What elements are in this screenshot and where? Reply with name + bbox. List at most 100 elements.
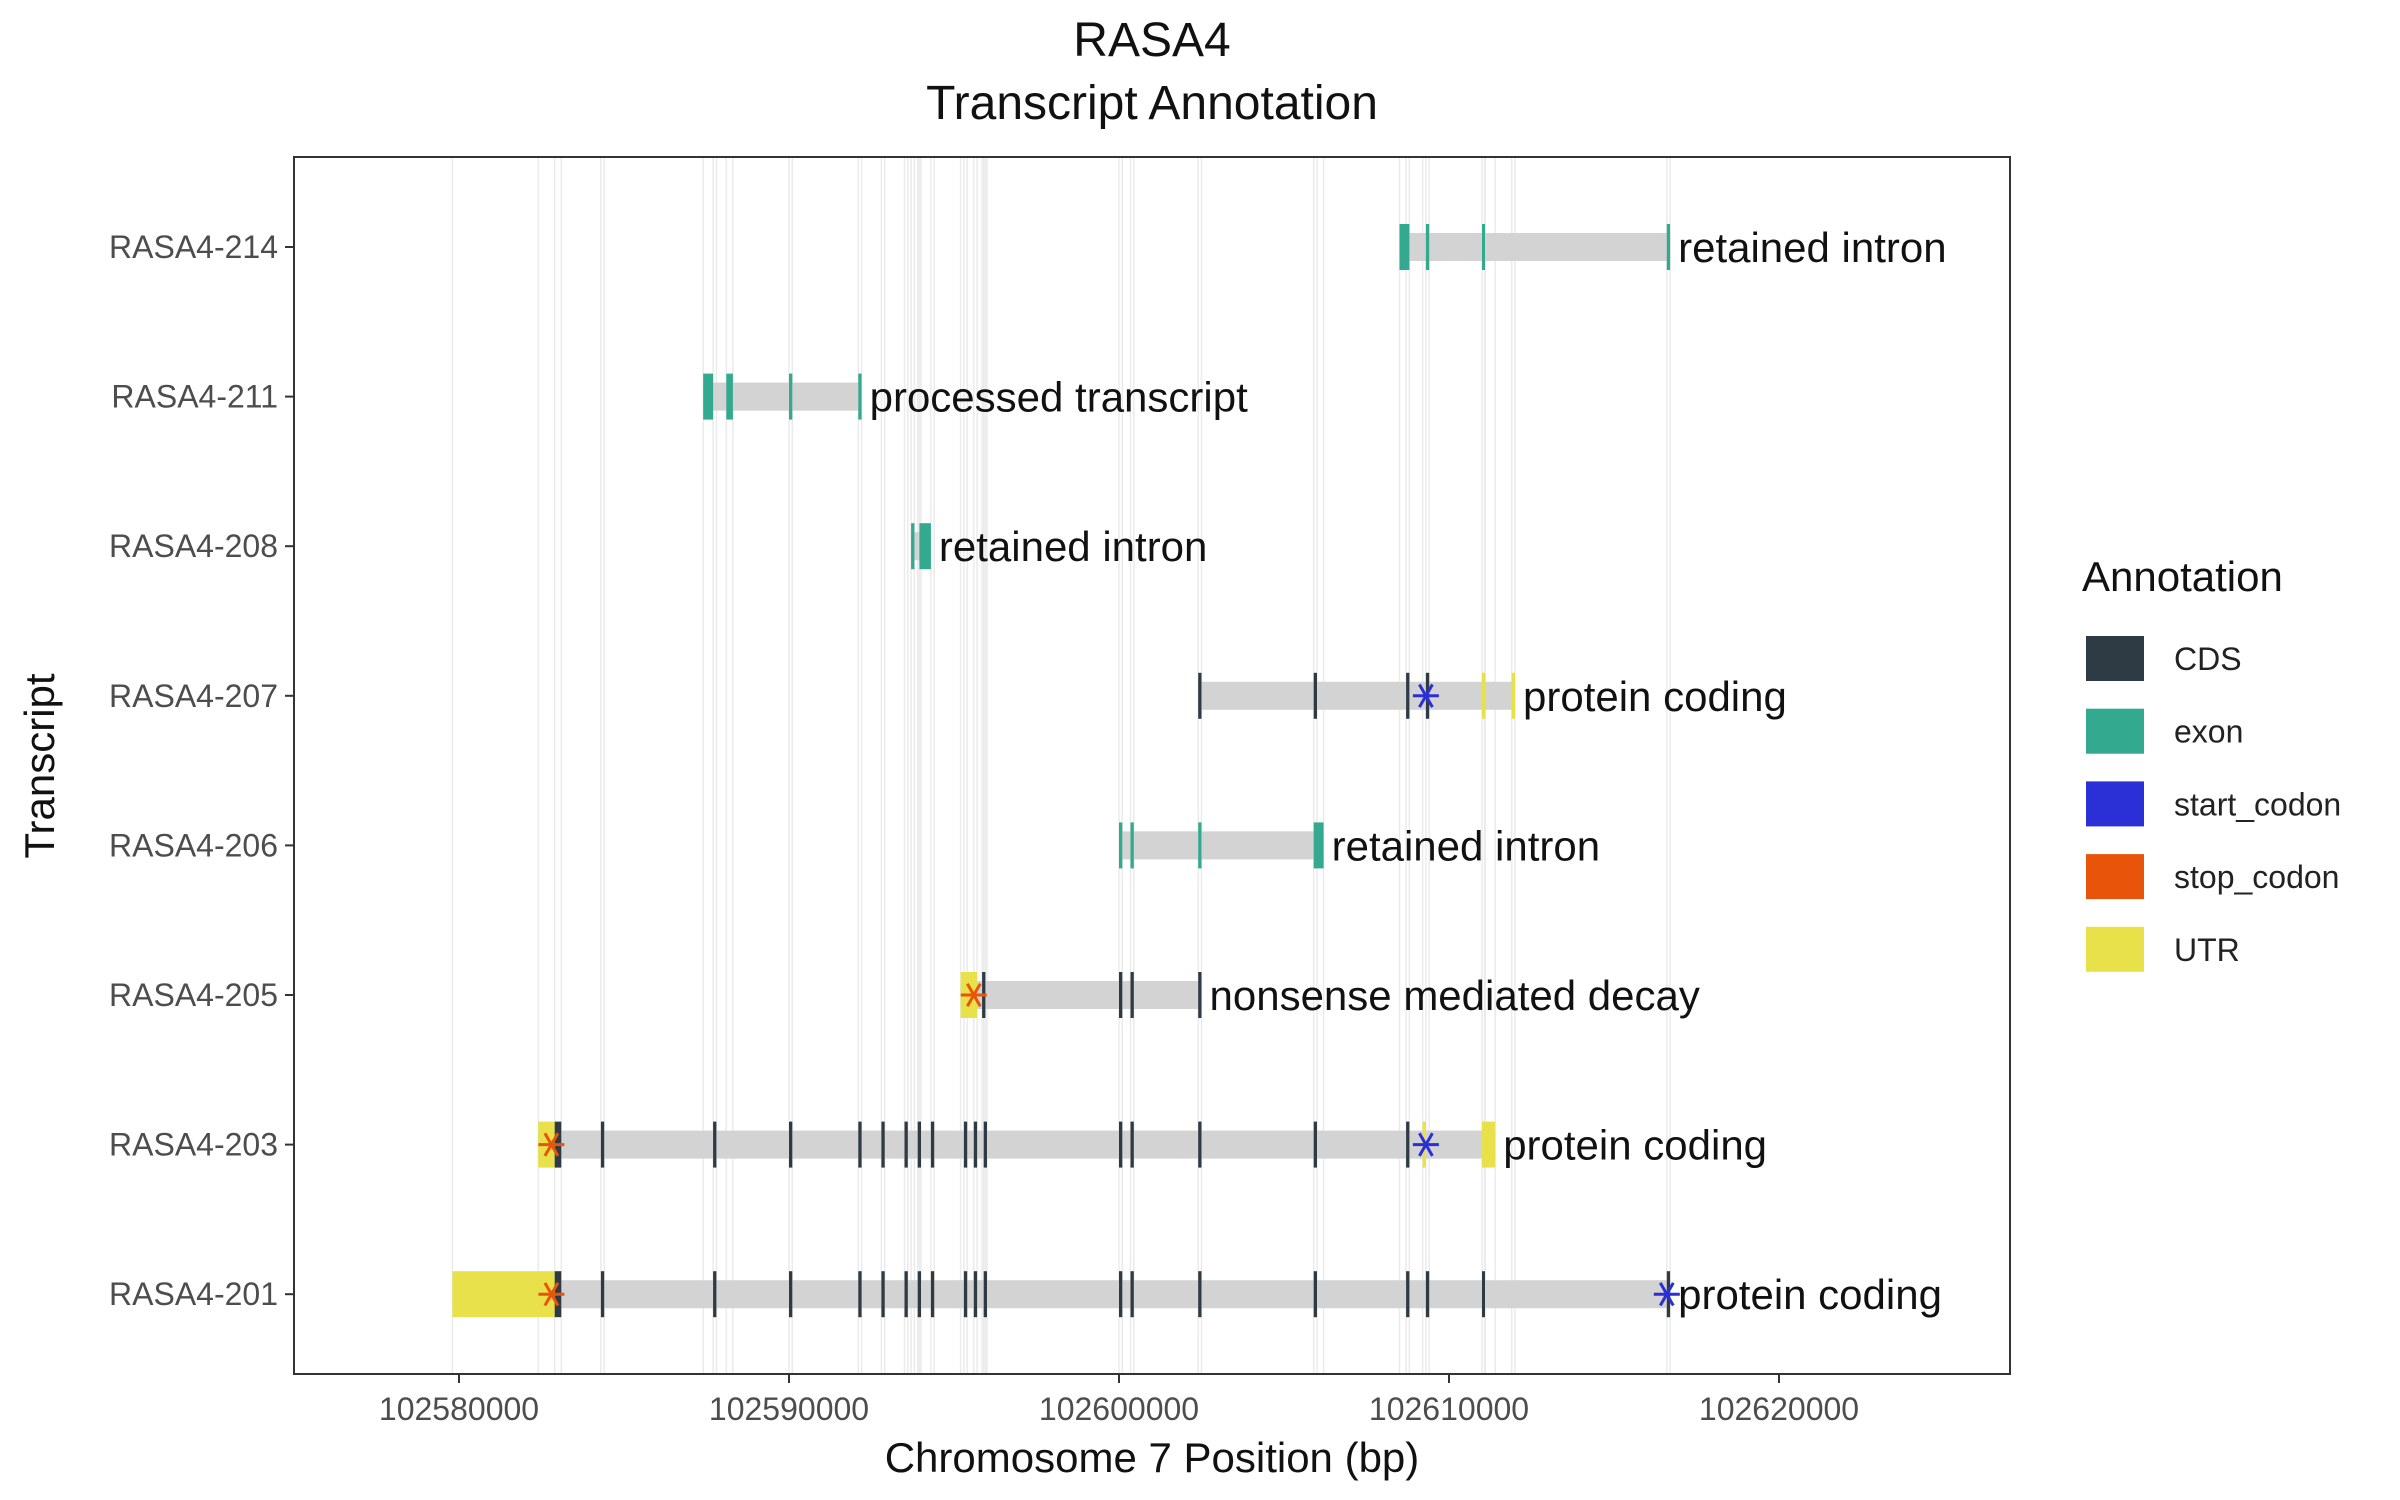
legend: Annotation CDS exon start_codon stop_codon U… xyxy=(2082,553,2341,972)
biotype-label: protein coding xyxy=(1678,1271,1942,1318)
intron-backbone xyxy=(1399,233,1671,261)
exon-block xyxy=(858,373,862,420)
y-tick-label: RASA4-201 xyxy=(109,1276,278,1312)
legend-swatch-start-codon xyxy=(2086,781,2144,827)
exon-block xyxy=(1130,822,1134,869)
cds-block xyxy=(1119,1271,1123,1318)
legend-swatch-stop-codon xyxy=(2086,854,2144,900)
transcript-track: nonsense mediated decay xyxy=(960,972,1700,1019)
cds-block xyxy=(983,1121,987,1168)
utr-block xyxy=(1482,672,1486,719)
exon-block xyxy=(919,523,931,570)
cds-block xyxy=(917,1271,921,1318)
cds-block xyxy=(1406,672,1410,719)
cds-block xyxy=(600,1121,605,1168)
biotype-label: nonsense mediated decay xyxy=(1210,972,1700,1019)
cds-block xyxy=(1198,972,1202,1018)
exon-block xyxy=(1198,822,1202,869)
transcript-track: retained intron xyxy=(1119,822,1600,869)
cds-block xyxy=(930,1271,935,1318)
plot-panel: retained intron processed transcript retai… xyxy=(293,156,2011,1375)
intron-backbone xyxy=(1119,831,1324,860)
chart-title-line-2: Transcript Annotation xyxy=(926,77,1378,130)
cds-block xyxy=(1130,972,1134,1018)
intron-backbone xyxy=(960,981,1202,1009)
intron-backbone xyxy=(1198,681,1515,710)
cds-block xyxy=(1313,672,1317,719)
stop-codon-marker xyxy=(538,1282,565,1307)
stop-codon-marker xyxy=(538,1132,565,1157)
cds-block xyxy=(1198,672,1202,719)
y-tick-label: RASA4-205 xyxy=(109,977,278,1013)
cds-block xyxy=(1425,1271,1430,1318)
cds-block xyxy=(1198,1271,1202,1318)
legend-label-stop-codon: stop_codon xyxy=(2174,859,2339,895)
y-axis-title: Transcript xyxy=(16,673,63,858)
exon-block xyxy=(789,373,793,420)
start-codon-marker xyxy=(1653,1282,1680,1307)
cds-block xyxy=(1482,1271,1485,1318)
cds-block xyxy=(1119,1121,1123,1168)
exon-block xyxy=(1666,224,1671,270)
utr-block xyxy=(1511,672,1515,719)
cds-block xyxy=(917,1121,921,1168)
utr-block xyxy=(1482,1121,1496,1168)
y-tick-label: RASA4-211 xyxy=(111,379,278,415)
cds-block xyxy=(713,1271,717,1318)
cds-block xyxy=(1406,1121,1410,1168)
x-tick-label: 102580000 xyxy=(379,1391,539,1427)
transcript-track: retained intron xyxy=(1399,224,1947,271)
biotype-label: processed transcript xyxy=(870,374,1248,421)
cds-block xyxy=(904,1121,908,1168)
x-tick-label: 102600000 xyxy=(1039,1391,1199,1427)
y-axis: RASA4-214 RASA4-211 RASA4-208 RASA4-207 RASA… xyxy=(109,229,294,1312)
y-tick-label: RASA4-203 xyxy=(109,1127,278,1163)
legend-label-start-codon: start_codon xyxy=(2174,786,2341,822)
cds-block xyxy=(600,1271,605,1318)
legend-swatch-cds xyxy=(2086,636,2144,681)
cds-block xyxy=(881,1121,885,1168)
legend-entries: CDS exon start_codon stop_codon UTR xyxy=(2086,636,2341,972)
x-tick-label: 102610000 xyxy=(1369,1391,1529,1427)
legend-label-utr: UTR xyxy=(2174,932,2240,968)
transcript-track: protein coding xyxy=(1198,672,1787,720)
x-axis: 102580000 102590000 102600000 102610000 1026… xyxy=(379,1374,1859,1427)
exon-block xyxy=(726,373,733,420)
exon-block xyxy=(911,523,915,570)
cds-block xyxy=(1313,1271,1317,1318)
y-tick-label: RASA4-206 xyxy=(109,827,278,863)
cds-block xyxy=(904,1271,908,1318)
cds-block xyxy=(789,1121,793,1168)
utr-block xyxy=(452,1271,555,1318)
transcript-track: processed transcript xyxy=(703,373,1248,421)
legend-label-exon: exon xyxy=(2174,714,2243,750)
stop-codon-marker xyxy=(960,982,987,1008)
y-tick-label: RASA4-207 xyxy=(109,678,278,714)
biotype-label: retained intron xyxy=(1678,224,1947,271)
transcript-track: protein coding xyxy=(538,1121,1767,1169)
x-tick-label: 102590000 xyxy=(709,1391,869,1427)
cds-block xyxy=(713,1121,717,1168)
biotype-label: retained intron xyxy=(939,523,1208,570)
exon-block xyxy=(1425,224,1430,270)
x-axis-title: Chromosome 7 Position (bp) xyxy=(885,1434,1420,1481)
exon-block xyxy=(1313,822,1324,869)
cds-block xyxy=(858,1121,862,1168)
biotype-label: protein coding xyxy=(1503,1122,1767,1169)
transcript-track: retained intron xyxy=(911,523,1207,570)
exon-block xyxy=(1399,224,1410,270)
cds-block xyxy=(1130,1271,1134,1318)
chart-title-line-1: RASA4 xyxy=(1073,14,1230,67)
cds-block xyxy=(789,1271,793,1318)
panel-background xyxy=(294,157,2010,1374)
cds-block xyxy=(1130,1121,1134,1168)
legend-swatch-exon xyxy=(2086,708,2144,754)
cds-block xyxy=(1313,1121,1317,1168)
cds-block xyxy=(963,1271,968,1318)
cds-block xyxy=(858,1271,862,1318)
cds-block xyxy=(973,1271,978,1318)
exon-block xyxy=(703,373,714,420)
biotype-label: retained intron xyxy=(1332,822,1601,869)
panel-border xyxy=(293,156,2011,1375)
legend-swatch-utr xyxy=(2086,926,2144,972)
